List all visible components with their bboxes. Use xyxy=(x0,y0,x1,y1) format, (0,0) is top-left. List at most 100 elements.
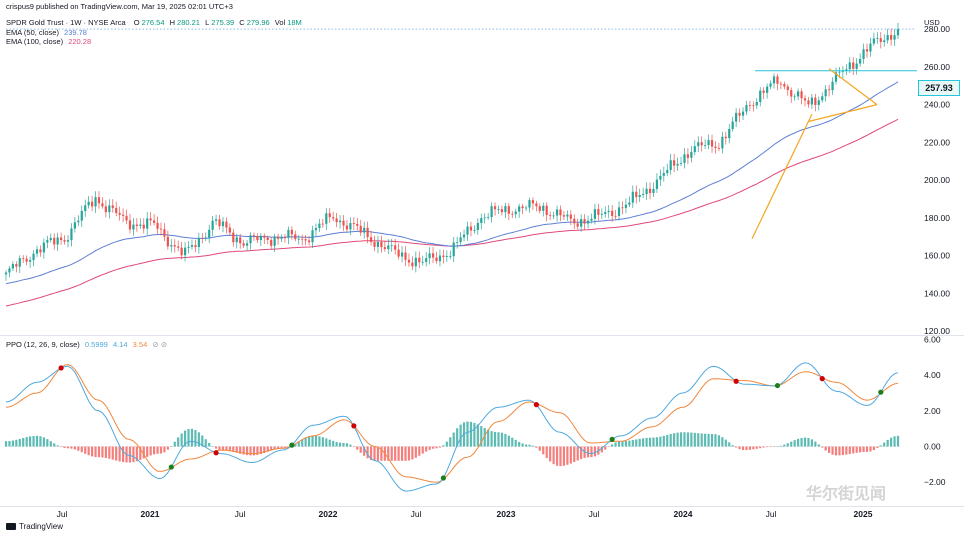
ppo-histogram-bar xyxy=(235,446,238,453)
ppo-histogram-bar xyxy=(555,446,559,466)
ppo-histogram-bar xyxy=(449,437,452,447)
candle-body xyxy=(573,218,576,224)
candle-body xyxy=(886,35,889,41)
candle-body xyxy=(414,257,417,267)
ema50-legend[interactable]: EMA (50, close) 239.78 xyxy=(6,28,87,37)
ppo-histogram-bar xyxy=(690,432,693,447)
ppo-histogram-bar xyxy=(476,424,479,447)
ppo-histogram-bar xyxy=(669,434,672,447)
candle-body xyxy=(549,214,552,216)
ppo-histogram-bar xyxy=(214,446,218,449)
ppo-histogram-bar xyxy=(252,446,256,456)
bullish-crossover-dot xyxy=(878,389,884,395)
candle-body xyxy=(25,258,28,262)
candle-body xyxy=(283,237,287,239)
candle-body xyxy=(149,218,152,221)
ppo-histogram-bar xyxy=(817,444,820,447)
candle-body xyxy=(345,225,349,230)
currency-label: USD xyxy=(924,18,940,27)
ppo-histogram-bar xyxy=(834,446,838,456)
ppo-histogram-bar xyxy=(487,429,490,447)
candle-body xyxy=(803,98,807,101)
candle-body xyxy=(128,220,132,230)
ppo-histogram-bar xyxy=(755,446,758,449)
candle-body xyxy=(511,213,514,215)
ppo-histogram-bar xyxy=(772,446,776,448)
ppo-histogram-bar xyxy=(56,445,59,447)
candle-body xyxy=(745,105,748,112)
candle-body xyxy=(741,111,745,116)
price-axis-tick-label: 140.00 xyxy=(924,288,950,298)
ppo-axis-tick-label: 4.00 xyxy=(924,370,941,380)
ppo-histogram-bar xyxy=(859,446,862,453)
ppo-histogram-bar xyxy=(435,446,438,449)
candle-body xyxy=(252,235,256,237)
candle-body xyxy=(855,63,858,69)
volume-value: 18M xyxy=(287,18,302,27)
ppo-histogram-bar xyxy=(301,439,304,447)
ppo-histogram-bar xyxy=(173,441,176,447)
ppo-histogram-bar xyxy=(673,433,676,447)
ppo-settings-icon[interactable]: ⊘ ⊘ xyxy=(152,340,167,349)
ppo-histogram-bar xyxy=(118,446,121,462)
ppo-histogram-bar xyxy=(146,446,149,457)
candle-body xyxy=(893,35,896,40)
candle-body xyxy=(387,245,390,250)
candle-body xyxy=(135,224,138,226)
ppo-histogram-bar xyxy=(693,432,696,447)
ppo-histogram-bar xyxy=(493,431,497,447)
ppo-histogram-bar xyxy=(500,432,504,447)
candle-body xyxy=(338,220,342,223)
candle-body xyxy=(845,69,848,72)
candle-body xyxy=(555,209,559,216)
candle-body xyxy=(73,222,76,229)
candle-body xyxy=(314,228,318,231)
ppo-histogram-bar xyxy=(549,446,552,462)
candle-body xyxy=(628,202,631,205)
ppo-histogram-bar xyxy=(576,446,579,461)
candle-body xyxy=(4,272,8,275)
ppo-histogram-bar xyxy=(569,446,572,464)
candle-body xyxy=(483,217,486,219)
close-value: 279.96 xyxy=(246,18,270,27)
candle-body xyxy=(600,213,603,215)
candle-body xyxy=(60,237,63,241)
ppo-histogram-bar xyxy=(593,446,597,457)
ppo-legend[interactable]: PPO (12, 26, 9, close) 0.5999 4.14 3.54 … xyxy=(6,340,167,349)
candle-body xyxy=(125,215,128,221)
tradingview-footer[interactable]: TradingView xyxy=(6,522,63,531)
candle-body xyxy=(70,228,73,241)
ppo-histogram-bar xyxy=(759,446,762,449)
ppo-histogram-bar xyxy=(621,441,624,447)
ema100-value: 220.28 xyxy=(68,37,92,46)
ppo-histogram-bar xyxy=(604,446,607,450)
symbol-legend[interactable]: SPDR Gold Trust · 1W · NYSE Arca O 276.54… xyxy=(6,18,302,27)
ppo-histogram-bar xyxy=(39,436,42,447)
candle-body xyxy=(797,91,800,97)
candle-body xyxy=(170,245,173,247)
candle-body xyxy=(504,206,507,213)
ppo-main-line xyxy=(5,362,899,492)
ppo-label: PPO (12, 26, 9, close) xyxy=(6,340,80,349)
open-value: 276.54 xyxy=(141,18,165,27)
ppo-histogram-bar xyxy=(111,446,114,460)
ppo-histogram-bar xyxy=(314,435,318,447)
candle-body xyxy=(349,223,352,230)
candle-body xyxy=(438,255,442,262)
ppo-histogram-bar xyxy=(531,445,535,447)
ppo-histogram-bar xyxy=(700,433,703,447)
candle-body xyxy=(700,142,703,146)
ema50-value: 239.78 xyxy=(64,28,87,37)
ppo-histogram-bar xyxy=(328,439,331,447)
ppo-histogram-bar xyxy=(535,446,538,448)
candle-body xyxy=(883,40,886,43)
candle-body xyxy=(738,112,741,116)
candle-body xyxy=(356,223,359,226)
candle-body xyxy=(225,221,228,228)
ppo-axis-tick-label: 6.00 xyxy=(924,335,941,345)
candle-body xyxy=(683,154,686,164)
candle-body xyxy=(624,204,628,208)
candle-body xyxy=(49,237,52,241)
ppo-histogram-bar xyxy=(159,446,163,454)
ema100-legend[interactable]: EMA (100, close) 220.28 xyxy=(6,37,91,46)
